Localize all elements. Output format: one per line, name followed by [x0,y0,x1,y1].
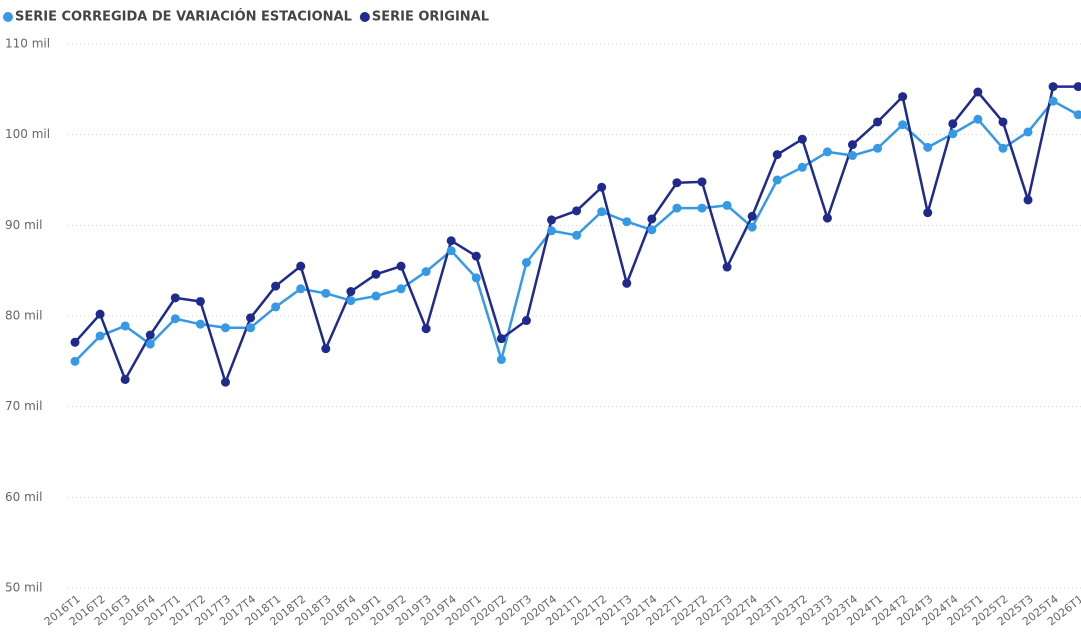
data-point [1073,82,1081,92]
data-point [521,316,531,326]
data-point [647,214,657,224]
y-tick-label: 50 mil [5,581,42,595]
data-point [1023,195,1033,205]
data-point [572,206,582,216]
data-point [747,211,757,221]
data-point [998,117,1008,127]
data-point [421,267,431,277]
data-point [321,344,331,354]
data-point [873,143,883,153]
data-point [421,324,431,334]
data-point [195,319,205,329]
data-point [822,213,832,223]
data-point [647,225,657,235]
y-tick-label: 90 mil [5,218,42,232]
data-point [1048,82,1058,92]
data-point [873,117,883,127]
data-point [170,314,180,324]
data-point [371,269,381,279]
y-tick-label: 100 mil [5,127,50,141]
data-point [772,175,782,185]
data-point [597,182,607,192]
data-point [1073,110,1081,120]
data-point [120,321,130,331]
data-point [998,143,1008,153]
legend-label: SERIE ORIGINAL [372,10,489,25]
data-point [722,262,732,272]
data-point [772,150,782,160]
data-point [547,215,557,225]
data-point [622,217,632,227]
data-point [346,287,356,297]
data-point [747,222,757,232]
data-point [697,177,707,187]
data-point [521,258,531,268]
data-point [898,92,908,102]
data-point [446,236,456,246]
data-point [597,207,607,217]
data-point [145,330,155,340]
legend-label: SERIE CORREGIDA DE VARIACIÓN ESTACIONAL [15,9,352,25]
data-point [622,278,632,288]
data-point [396,284,406,294]
data-point [496,355,506,365]
data-point [722,200,732,210]
data-point [1048,96,1058,106]
data-point [70,356,80,366]
data-point [973,87,983,97]
data-point [948,129,958,139]
data-point [547,226,557,236]
data-point [271,281,281,291]
data-point [396,261,406,271]
y-tick-label: 70 mil [5,399,42,413]
data-point [471,273,481,283]
data-point [697,203,707,213]
data-point [70,337,80,347]
data-point [145,339,155,349]
data-point [822,147,832,157]
data-point [973,114,983,124]
data-point [847,140,857,150]
data-point [246,323,256,333]
data-point [271,302,281,312]
data-point [95,309,105,319]
data-point [847,151,857,161]
data-point [220,323,230,333]
legend-marker [3,12,13,22]
data-point [170,293,180,303]
y-tick-label: 60 mil [5,490,42,504]
data-point [371,291,381,301]
data-point [346,296,356,306]
y-tick-label: 110 mil [5,37,50,51]
data-point [797,162,807,172]
data-point [321,288,331,298]
data-point [923,208,933,218]
data-point [923,142,933,152]
data-point [195,296,205,306]
data-point [797,134,807,144]
data-point [672,203,682,213]
data-point [95,331,105,341]
data-point [446,246,456,256]
data-point [898,120,908,130]
data-point [296,284,306,294]
data-point [246,313,256,323]
data-point [672,178,682,188]
data-point [948,119,958,129]
data-point [1023,127,1033,137]
data-point [471,251,481,261]
data-point [496,334,506,344]
data-point [220,377,230,387]
data-point [120,374,130,384]
legend-marker [359,12,370,22]
data-point [296,261,306,271]
data-point [572,230,582,240]
y-tick-label: 80 mil [5,309,42,323]
